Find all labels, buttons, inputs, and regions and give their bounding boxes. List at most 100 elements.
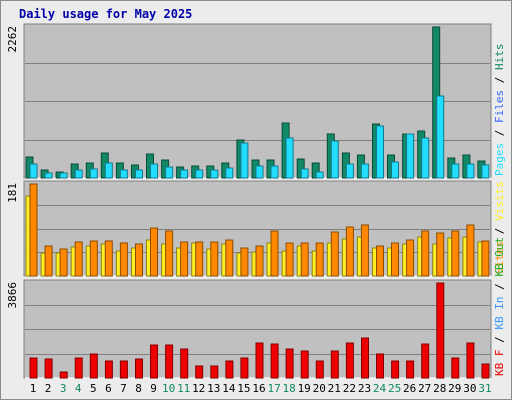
x-tick-label-day-23: 23 [358,382,371,395]
x-tick-label-day-4: 4 [75,382,82,395]
bar-sites-day-21 [330,231,339,277]
bar-sites-day-15 [240,247,249,277]
bar-sites-day-11 [180,241,189,277]
bar-kb-f-day-14 [225,360,234,379]
bar-sites-day-20 [315,242,324,277]
bar-sites-day-7 [119,242,128,277]
bar-kb-f-day-5 [89,353,98,379]
x-tick-label-day-31: 31 [478,382,491,395]
bar-files-day-21 [330,140,339,179]
bar-kb-f-day-21 [330,350,339,379]
bar-sites-day-14 [225,239,234,277]
bar-files-day-24 [376,125,384,179]
bar-files-day-18 [285,137,294,179]
x-tick-label-day-22: 22 [343,382,356,395]
side-legend-part: Visits [493,181,506,221]
x-tick-label-day-3: 3 [60,382,67,395]
bar-files-day-30 [466,163,475,179]
x-tick-label-day-7: 7 [120,382,127,395]
x-tick-label-day-10: 10 [162,382,175,395]
side-legend-part: / [493,221,506,241]
bar-kb-f-day-30 [466,342,475,379]
bar-sites-day-3 [59,248,68,277]
bar-kb-f-day-9 [150,344,158,379]
bar-files-day-31 [481,164,490,179]
bar-kb-f-day-17 [270,343,279,379]
panel-visits-sites: 181 Sites / Visits [6,180,506,277]
bar-sites-day-28 [436,232,445,277]
bar-files-day-9 [150,163,158,179]
y-max-label: 181 [6,183,19,203]
side-legend-part: / [493,123,506,143]
side-legend-part: Pages [493,143,506,176]
bar-files-day-15 [240,142,249,179]
bar-files-day-16 [255,165,264,179]
x-tick-label-day-8: 8 [135,382,142,395]
bar-files-day-4 [74,169,83,179]
side-legend-part: KB In [493,297,506,330]
bar-sites-day-2 [44,245,53,277]
x-tick-label-day-16: 16 [252,382,265,395]
bar-sites-day-29 [451,230,460,277]
side-legend-part: / [493,277,506,297]
side-legend: Pages / Files / Hits [493,44,506,177]
bar-files-day-10 [165,166,174,179]
bar-kb-f-day-6 [104,360,113,379]
bar-files-day-14 [225,167,234,179]
bar-files-day-20 [315,171,324,179]
bar-files-day-27 [421,137,430,179]
bar-kb-f-day-11 [180,348,189,379]
bar-files-day-26 [406,133,415,179]
y-max-label: 3866 [6,282,19,309]
bar-sites-day-1 [29,183,38,277]
bar-files-day-5 [89,168,98,179]
x-tick-label-day-21: 21 [328,382,341,395]
x-tick-label-day-18: 18 [282,382,295,395]
panel-hits-files-pages: 2262 Pages / Files / Hits [6,23,506,179]
bar-kb-f-day-25 [391,360,400,379]
x-tick-label-day-15: 15 [237,382,250,395]
bar-files-day-12 [195,169,204,179]
bar-sites-day-5 [89,240,98,277]
panel-kbytes: 3866 KB F / KB In / KB Out [6,237,506,379]
x-tick-label-day-9: 9 [150,382,157,395]
bar-files-day-1 [29,163,38,179]
bar-kb-f-day-29 [451,357,460,379]
bar-kb-f-day-18 [285,348,294,379]
side-legend-part: / [493,330,506,350]
side-legend: Sites / Visits [493,181,506,274]
side-legend-part: / [493,70,506,90]
bar-sites-day-12 [195,241,204,277]
bar-files-day-11 [180,169,189,179]
x-tick-label-day-25: 25 [388,382,401,395]
bar-kb-f-day-31 [481,363,490,379]
bar-sites-day-30 [466,224,475,277]
x-tick-label-day-5: 5 [90,382,97,395]
side-legend-part: Files [493,90,506,123]
chart-title: Daily usage for May 2025 [19,7,193,21]
bar-sites-day-18 [285,242,294,277]
x-tick-label-day-14: 14 [222,382,236,395]
bar-kb-f-day-28 [436,282,445,379]
bar-kb-f-day-24 [376,353,384,379]
bar-sites-day-17 [270,230,279,277]
bar-sites-day-4 [74,241,83,277]
bar-files-day-19 [300,168,309,179]
x-tick-label-day-19: 19 [298,382,311,395]
x-tick-label-day-30: 30 [463,382,476,395]
bar-sites-day-27 [421,230,430,277]
side-legend: KB F / KB In / KB Out [493,237,506,376]
bar-files-day-25 [391,161,399,179]
bar-sites-day-8 [135,243,143,277]
bar-kb-f-day-15 [240,357,249,379]
bar-files-day-29 [451,163,460,179]
x-tick-label-day-13: 13 [207,382,220,395]
bar-files-day-23 [360,163,369,179]
bar-kb-f-day-7 [119,360,128,379]
x-tick-label-day-12: 12 [192,382,205,395]
bar-sites-day-31 [481,240,490,277]
x-tick-label-day-17: 17 [267,382,280,395]
bar-files-day-6 [104,162,113,179]
x-tick-label-day-1: 1 [30,382,37,395]
x-tick-label-day-27: 27 [418,382,431,395]
